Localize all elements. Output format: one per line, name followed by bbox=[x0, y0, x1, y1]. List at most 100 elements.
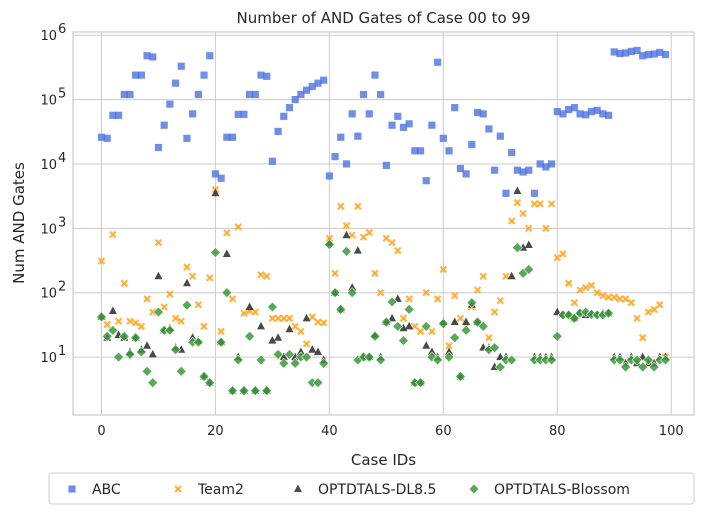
series-optdtals-blossom bbox=[96, 239, 671, 397]
data-point bbox=[502, 189, 510, 197]
data-point bbox=[348, 110, 356, 118]
data-point bbox=[631, 354, 643, 366]
data-point bbox=[428, 327, 436, 336]
data-point bbox=[109, 230, 117, 239]
data-point bbox=[342, 221, 351, 230]
data-point bbox=[416, 147, 425, 155]
data-point bbox=[405, 120, 413, 128]
data-point bbox=[363, 351, 375, 363]
data-point bbox=[542, 163, 550, 171]
legend-label: Team2 bbox=[197, 482, 244, 498]
data-point bbox=[160, 303, 168, 311]
data-point bbox=[415, 377, 426, 389]
data-point bbox=[433, 295, 442, 303]
data-point bbox=[342, 230, 351, 239]
data-point bbox=[211, 170, 220, 178]
data-point bbox=[576, 286, 584, 294]
y-tick-label: 10 bbox=[40, 158, 57, 173]
data-point bbox=[399, 123, 408, 131]
data-point bbox=[524, 240, 533, 249]
data-point bbox=[319, 319, 328, 327]
x-tick-label: 40 bbox=[321, 424, 338, 439]
data-point bbox=[348, 231, 356, 240]
data-point bbox=[399, 314, 408, 323]
data-point bbox=[171, 314, 180, 323]
data-point bbox=[462, 317, 471, 326]
chart-title: Number of AND Gates of Case 00 to 99 bbox=[236, 9, 530, 27]
data-point bbox=[301, 351, 313, 363]
data-point bbox=[365, 228, 374, 237]
data-point bbox=[313, 347, 322, 355]
data-point bbox=[192, 336, 204, 348]
data-point bbox=[251, 308, 260, 316]
data-point bbox=[445, 147, 453, 155]
series-abc bbox=[97, 46, 670, 197]
data-point bbox=[337, 133, 345, 141]
data-point bbox=[454, 371, 466, 382]
data-point bbox=[166, 290, 174, 298]
data-point bbox=[97, 257, 106, 265]
data-point bbox=[335, 303, 347, 315]
data-point bbox=[182, 278, 191, 287]
data-point bbox=[143, 52, 151, 60]
data-point bbox=[148, 349, 157, 358]
data-point bbox=[181, 299, 193, 311]
data-point bbox=[405, 321, 414, 330]
data-point bbox=[593, 106, 601, 114]
data-point bbox=[576, 110, 584, 118]
data-point bbox=[189, 110, 197, 118]
data-point bbox=[460, 324, 472, 336]
data-point bbox=[422, 177, 430, 185]
x-tick-label: 80 bbox=[549, 424, 566, 439]
data-point bbox=[546, 354, 557, 366]
data-point bbox=[103, 320, 111, 329]
data-point bbox=[627, 298, 636, 307]
data-point bbox=[547, 160, 556, 168]
data-point bbox=[388, 121, 396, 129]
data-point bbox=[650, 50, 658, 58]
data-point bbox=[513, 166, 521, 174]
data-point bbox=[633, 46, 641, 55]
legend-label: OPTDTALS-Blossom bbox=[494, 482, 630, 498]
y-tick-exponent: 3 bbox=[58, 215, 66, 230]
data-point bbox=[468, 140, 476, 149]
data-point bbox=[536, 160, 544, 168]
data-point bbox=[217, 327, 225, 336]
data-point bbox=[108, 306, 117, 314]
y-tick-exponent: 2 bbox=[58, 280, 66, 295]
data-point bbox=[462, 170, 470, 178]
data-point bbox=[477, 320, 489, 332]
data-point bbox=[341, 245, 352, 257]
data-point bbox=[257, 321, 266, 330]
data-point bbox=[553, 307, 562, 316]
data-point bbox=[403, 303, 415, 315]
data-point bbox=[113, 351, 125, 363]
data-point bbox=[120, 279, 129, 288]
data-point bbox=[147, 377, 159, 389]
x-tick-label: 20 bbox=[207, 424, 224, 439]
data-point bbox=[559, 250, 567, 258]
data-point bbox=[525, 224, 533, 233]
data-point bbox=[354, 132, 362, 140]
legend-label: OPTDTALS-DL8.5 bbox=[318, 482, 436, 498]
y-tick-label: 10 bbox=[40, 29, 57, 44]
data-point bbox=[171, 79, 180, 87]
data-point bbox=[616, 49, 624, 58]
data-point bbox=[599, 291, 607, 300]
data-point bbox=[137, 71, 145, 79]
data-point bbox=[637, 361, 649, 373]
data-point bbox=[513, 198, 522, 207]
data-point bbox=[380, 316, 392, 328]
legend-box bbox=[48, 472, 695, 505]
data-point bbox=[154, 143, 163, 152]
data-point bbox=[143, 341, 152, 349]
data-point bbox=[473, 286, 482, 294]
data-point bbox=[405, 295, 413, 303]
data-point bbox=[644, 50, 653, 59]
data-point bbox=[450, 317, 459, 326]
data-point bbox=[285, 314, 294, 323]
data-point bbox=[581, 283, 590, 292]
data-point bbox=[135, 346, 147, 358]
data-point bbox=[255, 354, 267, 366]
data-point bbox=[164, 324, 176, 336]
